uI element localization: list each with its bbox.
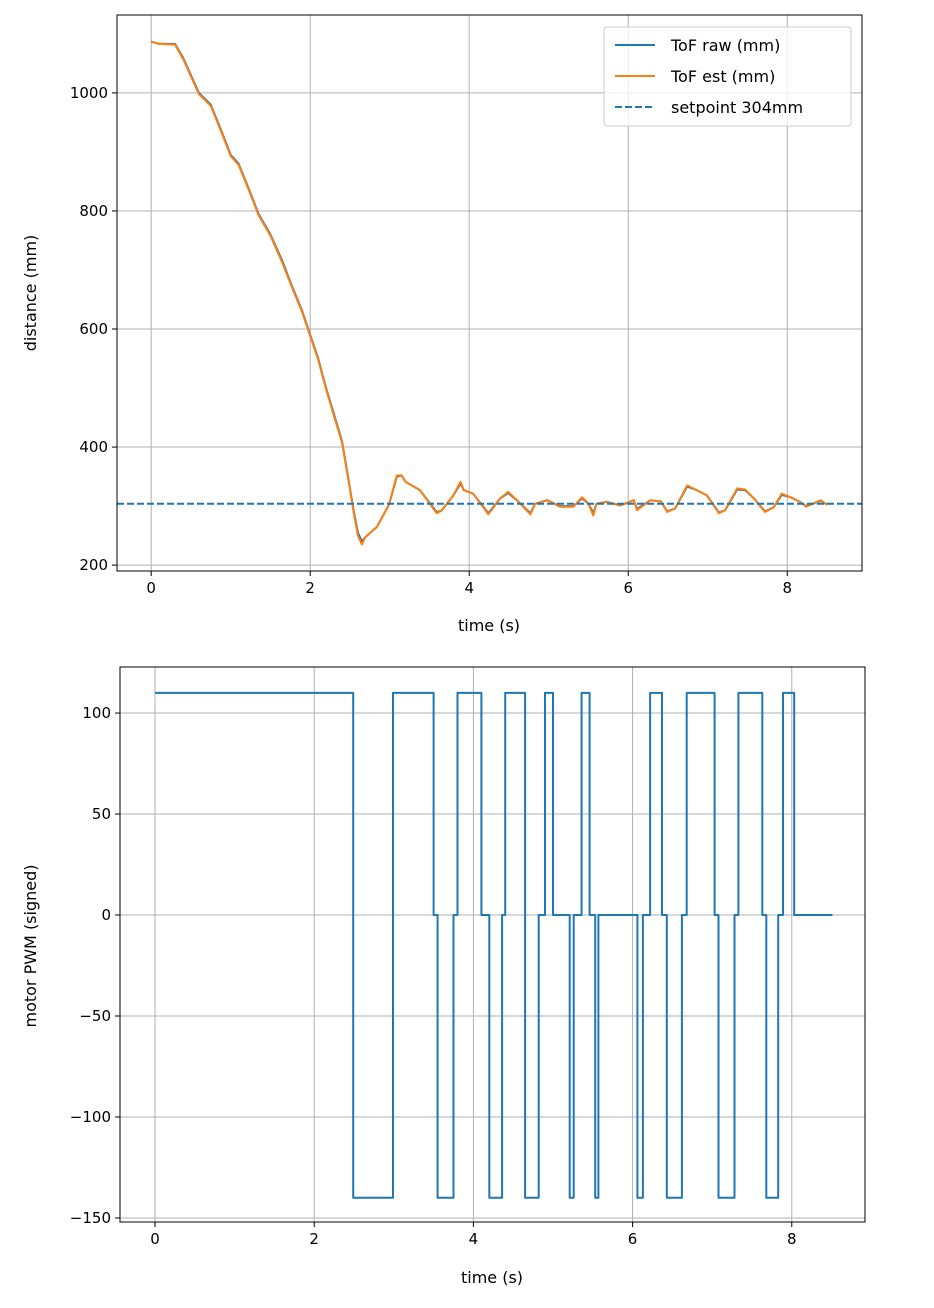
axes-frame xyxy=(116,14,863,572)
pwm-plot: time (s) motor PWM (signed) 0 2 4 6 8 100 50 0 −… xyxy=(21,666,866,1287)
y-tick-label: 50 xyxy=(92,805,111,823)
y-tick-label: −100 xyxy=(70,1108,111,1126)
x-tick-label: 8 xyxy=(787,1230,797,1248)
x-tick-label: 2 xyxy=(305,579,315,597)
x-tick-label: 2 xyxy=(309,1230,319,1248)
legend-box xyxy=(603,26,852,127)
x-axis-label: time (s) xyxy=(458,616,520,635)
x-tick-label: 4 xyxy=(469,1230,479,1248)
x-tick-label: 6 xyxy=(623,579,633,597)
y-tick-label: −150 xyxy=(70,1209,111,1227)
x-axis-label: time (s) xyxy=(461,1268,523,1287)
y-axis-label: motor PWM (signed) xyxy=(21,864,40,1027)
y-tick-label: 400 xyxy=(79,438,108,456)
x-tick-label: 0 xyxy=(150,1230,160,1248)
x-tick-label: 4 xyxy=(464,579,474,597)
y-tick-label: 1000 xyxy=(70,84,108,102)
x-tick-label: 8 xyxy=(782,579,792,597)
x-tick-label: 0 xyxy=(146,579,156,597)
distance-plot: time (s) distance (mm) 0 2 4 6 8 200 400 600 800… xyxy=(21,14,863,635)
y-axis-label: distance (mm) xyxy=(21,235,40,352)
y-tick-label: 0 xyxy=(101,906,111,924)
legend-label-est: ToF est (mm) xyxy=(670,67,775,86)
legend-label-raw: ToF raw (mm) xyxy=(670,36,780,55)
legend: ToF raw (mm) ToF est (mm) setpoint 304mm xyxy=(603,26,852,127)
y-tick-label: −50 xyxy=(79,1007,111,1025)
series-line-1 xyxy=(150,40,828,546)
x-tick-label: 6 xyxy=(628,1230,638,1248)
y-tick-label: 600 xyxy=(79,320,108,338)
y-tick-label: 800 xyxy=(79,202,108,220)
y-tick-label: 200 xyxy=(79,556,108,574)
legend-label-setpoint: setpoint 304mm xyxy=(671,98,803,117)
series-line-0 xyxy=(155,691,833,1199)
y-tick-label: 100 xyxy=(82,704,111,722)
axes-frame xyxy=(119,666,866,1223)
